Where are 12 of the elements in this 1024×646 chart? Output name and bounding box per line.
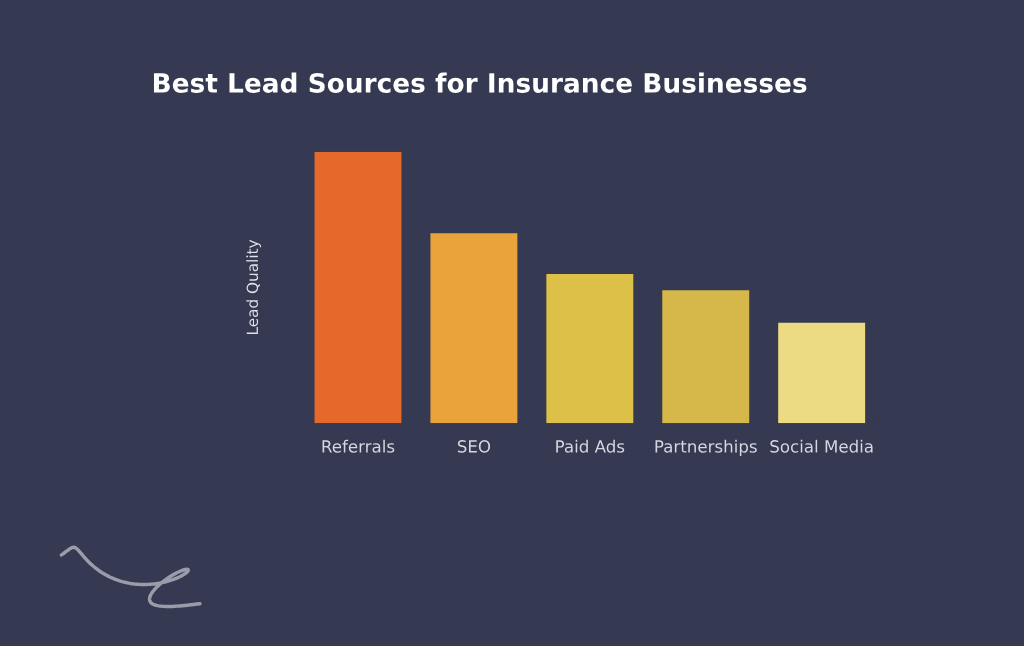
x-tick-label: Referrals xyxy=(322,439,395,453)
bar xyxy=(546,273,634,424)
bar xyxy=(314,151,402,424)
x-tick-label: Paid Ads xyxy=(556,439,625,453)
bar xyxy=(430,233,518,424)
x-tick-label: Partnerships xyxy=(655,439,757,456)
x-tick-label: Social Media xyxy=(770,439,873,453)
bar xyxy=(662,290,750,424)
x-tick-label: SEO xyxy=(457,440,491,453)
bar xyxy=(778,322,866,424)
chart-title: Best Lead Sources for Insurance Businesses xyxy=(153,72,807,93)
y-axis-title: Lead Quality xyxy=(246,239,262,335)
